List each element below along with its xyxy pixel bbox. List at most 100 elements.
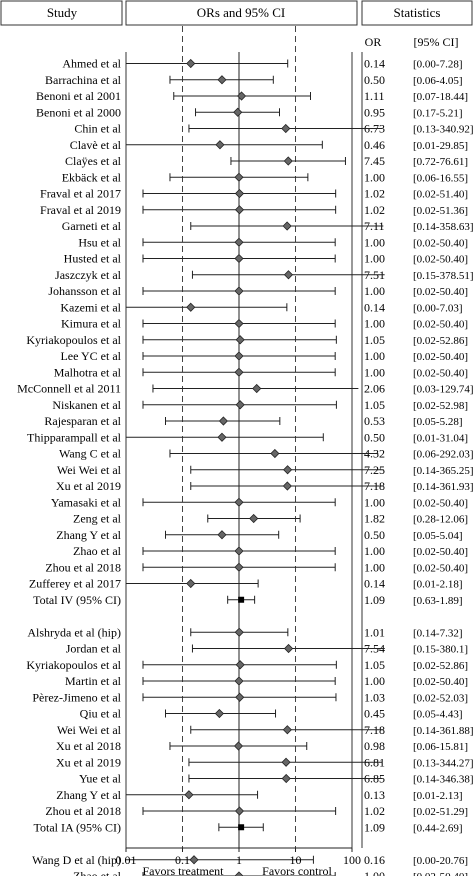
ci-value: [0.02-50.40] <box>413 254 468 266</box>
study-label: Garneti et al <box>62 219 122 233</box>
ci-value: [0.15-378.51] <box>413 270 474 282</box>
or-diamond-marker <box>236 91 247 101</box>
study-label: Kimura et al <box>61 317 122 331</box>
stats-header: Statistics <box>394 5 441 20</box>
or-value: 1.09 <box>364 593 385 607</box>
or-diamond-marker <box>234 546 244 556</box>
or-value: 1.00 <box>364 365 385 379</box>
ci-value: [0.05-4.43] <box>413 709 463 721</box>
study-header-box <box>0 0 123 26</box>
or-diamond-marker <box>234 253 244 264</box>
study-label: Kyriakopoulos et al <box>26 333 121 347</box>
study-label: Zhao et al <box>73 869 122 876</box>
study-label: Hsu et al <box>78 235 121 249</box>
ci-value: [0.02-52.03] <box>413 692 468 704</box>
or-diamond-marker <box>235 692 245 702</box>
or-diamond-marker <box>234 205 245 215</box>
stats-header-box <box>361 0 473 26</box>
ci-value: [0.02-50.40] <box>413 546 468 558</box>
ci-value: [0.02-50.40] <box>413 497 468 509</box>
or-diamond-marker <box>186 58 196 69</box>
or-value: 1.01 <box>364 625 385 639</box>
study-label: Wei Wei et al <box>57 463 122 477</box>
or-diamond-marker <box>234 286 244 296</box>
or-value: 1.05 <box>364 658 385 672</box>
study-label: Kyriakopoulos et al <box>26 658 121 672</box>
study-label: Rajesparan et al <box>44 414 121 428</box>
or-value: 0.16 <box>364 853 385 867</box>
ci-value: [0.05-5.28] <box>413 416 463 428</box>
ci-value: [0.14-361.88] <box>413 725 474 737</box>
ci-value: [0.03-129.74] <box>413 384 474 396</box>
or-diamond-marker <box>252 383 262 394</box>
or-diamond-marker <box>281 123 291 134</box>
study-label: Fraval et al 2017 <box>40 187 121 201</box>
or-diamond-marker <box>217 75 227 85</box>
or-diamond-marker <box>235 335 245 345</box>
study-label: Zhang Y et al <box>56 528 121 542</box>
ci-value: [0.02-50.40] <box>413 871 468 876</box>
or-diamond-marker <box>235 400 245 410</box>
or-value: 1.02 <box>364 804 385 818</box>
study-label: Zhang Y et al <box>56 788 121 802</box>
ci-value: [0.02-52.98] <box>413 400 468 412</box>
ci-value: [0.63-1.89] <box>413 595 463 607</box>
or-diamond-marker <box>284 643 294 654</box>
ci-column-header: [95% CI] <box>414 35 459 49</box>
or-diamond-marker <box>233 107 243 117</box>
or-value: 1.03 <box>364 690 385 704</box>
or-diamond-marker <box>283 156 293 166</box>
ci-value: [0.02-51.29] <box>413 806 468 818</box>
ci-value: [0.05-5.04] <box>413 530 463 542</box>
study-label: Wang C et al <box>59 447 122 461</box>
or-value: 1.00 <box>364 674 385 688</box>
ci-value: [0.14-7.32] <box>413 627 463 639</box>
study-label: Total IV (95% CI) <box>33 593 121 607</box>
ci-value: [0.01-29.85] <box>413 140 468 152</box>
or-diamond-marker <box>234 871 244 876</box>
subtotal-marker <box>238 596 245 603</box>
or-diamond-marker <box>281 773 291 784</box>
study-label: Pèrez-Jimeno et al <box>32 690 121 704</box>
or-value: 0.50 <box>364 430 385 444</box>
or-diamond-marker <box>234 562 244 572</box>
ci-value: [0.02-52.86] <box>413 660 468 672</box>
ors-header: ORs and 95% CI <box>197 5 285 20</box>
or-value: 1.00 <box>364 495 385 509</box>
ci-value: [0.02-50.40] <box>413 319 468 331</box>
or-value: 0.13 <box>364 788 385 802</box>
study-label: McConnell et al 2011 <box>17 382 121 396</box>
or-value: 0.50 <box>364 528 385 542</box>
study-label: Claÿes et al <box>65 154 122 168</box>
ci-value: [0.13-344.27] <box>413 757 474 769</box>
study-label: Zhao et al <box>73 544 122 558</box>
or-diamond-marker <box>218 416 228 426</box>
or-diamond-marker <box>215 140 225 150</box>
or-value: 1.05 <box>364 333 385 347</box>
ci-value: [0.02-51.40] <box>413 189 468 201</box>
or-value: 7.45 <box>364 154 385 168</box>
or-diamond-marker <box>282 221 292 231</box>
ci-value: [0.14-346.38] <box>413 774 474 786</box>
or-value: 1.00 <box>364 560 385 574</box>
study-label: Husted et al <box>64 252 122 266</box>
or-diamond-marker <box>233 741 244 751</box>
ci-value: [0.07-18.44] <box>413 91 468 103</box>
ors-header-box <box>125 0 358 26</box>
study-label: Barrachina et al <box>45 73 122 87</box>
or-value: 0.14 <box>364 57 385 71</box>
ci-value: [0.02-50.40] <box>413 676 468 688</box>
study-label: Jordan et al <box>66 642 122 656</box>
study-label: Qiu et al <box>80 707 122 721</box>
ci-value: [0.01-31.04] <box>413 432 468 444</box>
or-diamond-marker <box>234 172 244 182</box>
or-diamond-marker <box>281 757 291 767</box>
ci-value: [0.14-358.63] <box>413 221 474 233</box>
or-diamond-marker <box>283 465 293 475</box>
or-diamond-marker <box>283 270 294 280</box>
favors-control-label: Favors control <box>262 864 332 876</box>
study-label: Malhotra et al <box>54 365 122 379</box>
or-column-header: OR <box>365 35 382 49</box>
ci-value: [0.06-16.55] <box>413 172 468 184</box>
ci-value: [0.02-50.40] <box>413 562 468 574</box>
